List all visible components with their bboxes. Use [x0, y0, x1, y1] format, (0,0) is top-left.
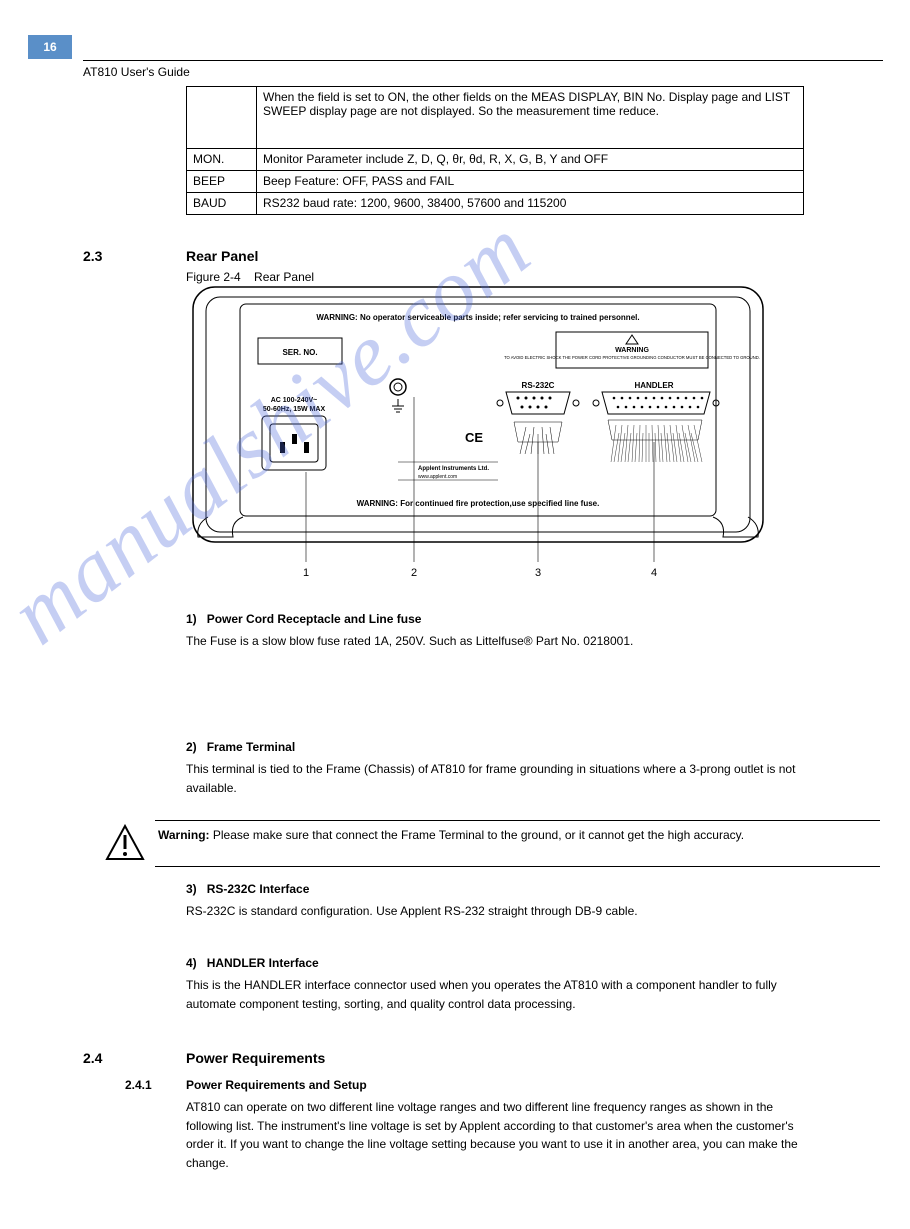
svg-text:50-60Hz, 15W MAX: 50-60Hz, 15W MAX — [263, 406, 326, 413]
svg-text:RS-232C: RS-232C — [522, 381, 555, 390]
top-rule — [83, 60, 883, 61]
table-row: MON. Monitor Parameter include Z, D, Q, … — [187, 149, 804, 171]
callout-title: HANDLER Interface — [207, 956, 319, 970]
sub-title: Power Requirements and Setup — [186, 1078, 367, 1092]
callout-title: Power Cord Receptacle and Line fuse — [207, 612, 422, 626]
svg-text:4: 4 — [651, 567, 657, 579]
svg-text:TO AVOID ELECTRIC SHOCK THE PO: TO AVOID ELECTRIC SHOCK THE POWER CORD P… — [504, 355, 760, 360]
rear-panel-figure: WARNING: No operator serviceable parts i… — [188, 282, 790, 582]
header-text: AT810 User's Guide — [83, 65, 190, 79]
warn-label: Warning: — [158, 828, 210, 842]
cell: BEEP — [187, 171, 257, 193]
cell: RS232 baud rate: 1200, 9600, 38400, 5760… — [257, 193, 804, 215]
svg-text:HANDLER: HANDLER — [634, 381, 673, 390]
svg-text:2: 2 — [411, 567, 417, 579]
callout-2-text: This terminal is tied to the Frame (Chas… — [186, 760, 801, 797]
callout-4-text: This is the HANDLER interface connector … — [186, 976, 801, 1013]
svg-text:Applent Instruments Ltd.: Applent Instruments Ltd. — [418, 466, 489, 472]
callout-4-header: 4) HANDLER Interface — [186, 954, 801, 973]
section-num-rear: 2.3 — [83, 248, 102, 264]
svg-text:CE: CE — [465, 430, 483, 445]
svg-text:AC 100-240V~: AC 100-240V~ — [271, 397, 318, 404]
top-table: When the field is set to ON, the other f… — [186, 86, 804, 215]
table-row: BEEP Beep Feature: OFF, PASS and FAIL — [187, 171, 804, 193]
warn-rule-top — [155, 820, 880, 821]
warning-text: Warning: Please make sure that connect t… — [158, 826, 878, 845]
callout-1-text: The Fuse is a slow blow fuse rated 1A, 2… — [186, 632, 801, 651]
svg-text:www.applent.com: www.applent.com — [418, 474, 457, 480]
callout-2-header: 2) Frame Terminal — [186, 738, 801, 757]
svg-text:WARNING: For continued fire pr: WARNING: For continued fire protection,u… — [357, 499, 600, 508]
callout-num: 2) — [186, 740, 197, 754]
cell: Beep Feature: OFF, PASS and FAIL — [257, 171, 804, 193]
warn-rule-bottom — [155, 866, 880, 867]
cell: MON. — [187, 149, 257, 171]
section-num-power: 2.4 — [83, 1050, 102, 1066]
callout-3-header: 3) RS-232C Interface — [186, 880, 801, 899]
callout-title: Frame Terminal — [207, 740, 295, 754]
svg-text:WARNING: No operator serviceab: WARNING: No operator serviceable parts i… — [316, 313, 639, 322]
svg-text:3: 3 — [535, 567, 541, 579]
cell: Monitor Parameter include Z, D, Q, θr, θ… — [257, 149, 804, 171]
callout-3-text: RS-232C is standard configuration. Use A… — [186, 902, 801, 921]
sub-num: 2.4.1 — [125, 1078, 152, 1092]
callout-1-header: 1) Power Cord Receptacle and Line fuse — [186, 610, 801, 629]
cell: When the field is set to ON, the other f… — [257, 87, 804, 149]
svg-text:WARNING: WARNING — [615, 347, 649, 354]
power-req-text: AT810 can operate on two different line … — [186, 1098, 801, 1172]
svg-text:SER. NO.: SER. NO. — [282, 348, 317, 357]
callout-title: RS-232C Interface — [207, 882, 310, 896]
callout-num: 3) — [186, 882, 197, 896]
warn-body: Please make sure that connect the Frame … — [213, 828, 744, 842]
page-marker: 16 — [28, 35, 72, 59]
table-row: When the field is set to ON, the other f… — [187, 87, 804, 149]
warning-triangle-icon — [105, 824, 145, 862]
section-title-rear: Rear Panel — [186, 248, 258, 264]
callout-num: 4) — [186, 956, 197, 970]
cell — [187, 87, 257, 149]
section-title-power: Power Requirements — [186, 1050, 325, 1066]
table-row: BAUD RS232 baud rate: 1200, 9600, 38400,… — [187, 193, 804, 215]
svg-text:1: 1 — [303, 567, 309, 579]
cell: BAUD — [187, 193, 257, 215]
callout-num: 1) — [186, 612, 197, 626]
watermark: manualshive.com — [0, 142, 910, 1058]
